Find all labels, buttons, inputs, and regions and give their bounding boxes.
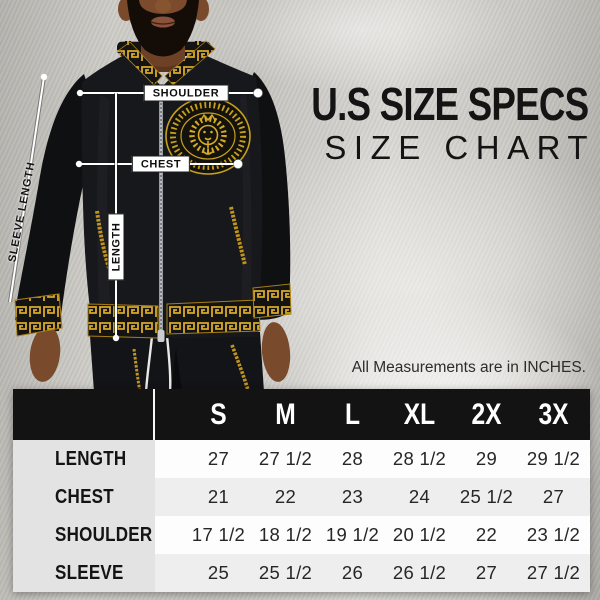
cell-value: 26 bbox=[341, 562, 364, 583]
drawstring bbox=[144, 335, 154, 392]
right-hand bbox=[261, 322, 291, 382]
cell-value: 17 1/2 bbox=[191, 524, 246, 545]
table-header-row: S M L XL 2X 3X bbox=[13, 389, 590, 440]
model bbox=[14, 0, 292, 392]
row-label-text: SLEEVE bbox=[55, 561, 124, 584]
cell-value: 27 bbox=[475, 562, 498, 583]
cell-value: 21 bbox=[207, 486, 230, 507]
size-chart-table: S M L XL 2X 3X LENGTH 27 27 1/2 28 28 1/… bbox=[13, 389, 590, 592]
cell-value: 23 1/2 bbox=[526, 524, 581, 545]
hem-band bbox=[87, 303, 159, 339]
cuff-band bbox=[14, 293, 63, 337]
cell-value: 18 1/2 bbox=[258, 524, 313, 545]
cell-value: 28 1/2 bbox=[392, 448, 447, 469]
size-col-header: XL bbox=[403, 397, 436, 431]
header-empty-cell bbox=[13, 389, 155, 440]
measure-dot bbox=[75, 160, 83, 168]
cell-value: 23 bbox=[341, 486, 364, 507]
size-col-header: 2X bbox=[471, 397, 502, 431]
zipper-pull bbox=[157, 330, 165, 342]
cell-value: 26 1/2 bbox=[392, 562, 447, 583]
size-col-header: L bbox=[344, 397, 361, 431]
measure-dot bbox=[40, 73, 48, 81]
row-label-text: LENGTH bbox=[55, 447, 127, 470]
measure-dot bbox=[253, 88, 263, 98]
units-note: All Measurements are in INCHES. bbox=[351, 359, 586, 376]
cell-value: 25 1/2 bbox=[258, 562, 313, 583]
length-tag: LENGTH bbox=[107, 213, 125, 281]
left-sleeve bbox=[15, 74, 92, 332]
measure-dot bbox=[76, 89, 84, 97]
size-col-header: M bbox=[275, 397, 296, 431]
cell-value: 19 1/2 bbox=[325, 524, 380, 545]
lips bbox=[151, 16, 175, 28]
table-row: SHOULDER 17 1/2 18 1/2 19 1/2 20 1/2 22 … bbox=[13, 516, 590, 554]
cell-value: 24 bbox=[408, 486, 431, 507]
cuff-band bbox=[252, 283, 292, 319]
cell-value: 29 bbox=[475, 448, 498, 469]
drawstring bbox=[165, 335, 172, 392]
pant-pocket-trim bbox=[230, 344, 250, 391]
shoulder-tag: SHOULDER bbox=[143, 84, 229, 102]
row-label: LENGTH bbox=[13, 440, 155, 478]
table-row: CHEST 21 22 23 24 25 1/2 27 bbox=[13, 478, 590, 516]
measure-dot bbox=[233, 159, 243, 169]
collar-band bbox=[118, 41, 163, 86]
cell-value: 27 1/2 bbox=[258, 448, 313, 469]
beard bbox=[127, 0, 199, 57]
lion-crest-emblem bbox=[165, 97, 251, 175]
table-row: SLEEVE 25 25 1/2 26 26 1/2 27 27 1/2 bbox=[13, 554, 590, 592]
pocket-trim bbox=[229, 206, 247, 266]
cell-value: 29 1/2 bbox=[526, 448, 581, 469]
cell-value: 22 bbox=[475, 524, 498, 545]
row-label: CHEST bbox=[13, 478, 155, 516]
cell-value: 25 1/2 bbox=[459, 486, 514, 507]
size-col-header: S bbox=[210, 397, 227, 431]
title-line1: U.S SIZE SPECS bbox=[310, 78, 589, 130]
chest-tag: CHEST bbox=[131, 155, 191, 173]
cell-value: 25 bbox=[207, 562, 230, 583]
cell-value: 27 1/2 bbox=[526, 562, 581, 583]
row-label-text: CHEST bbox=[55, 485, 114, 508]
table-row: LENGTH 27 27 1/2 28 28 1/2 29 29 1/2 bbox=[13, 440, 590, 478]
cell-value: 28 bbox=[341, 448, 364, 469]
row-label: SHOULDER bbox=[13, 516, 155, 554]
nose bbox=[155, 0, 171, 13]
page-title: U.S SIZE SPECS SIZE CHART bbox=[242, 78, 589, 164]
row-label: SLEEVE bbox=[13, 554, 155, 592]
cell-value: 20 1/2 bbox=[392, 524, 447, 545]
hem-band bbox=[166, 299, 261, 335]
left-hand bbox=[29, 326, 61, 382]
model-photo bbox=[8, 0, 292, 392]
cell-value: 27 bbox=[542, 486, 565, 507]
row-label-text: SHOULDER bbox=[55, 523, 153, 546]
title-line2: SIZE CHART bbox=[324, 129, 595, 166]
measure-dot bbox=[112, 334, 120, 342]
size-col-header: 3X bbox=[538, 397, 569, 431]
cell-value: 22 bbox=[274, 486, 297, 507]
cell-value: 27 bbox=[207, 448, 230, 469]
